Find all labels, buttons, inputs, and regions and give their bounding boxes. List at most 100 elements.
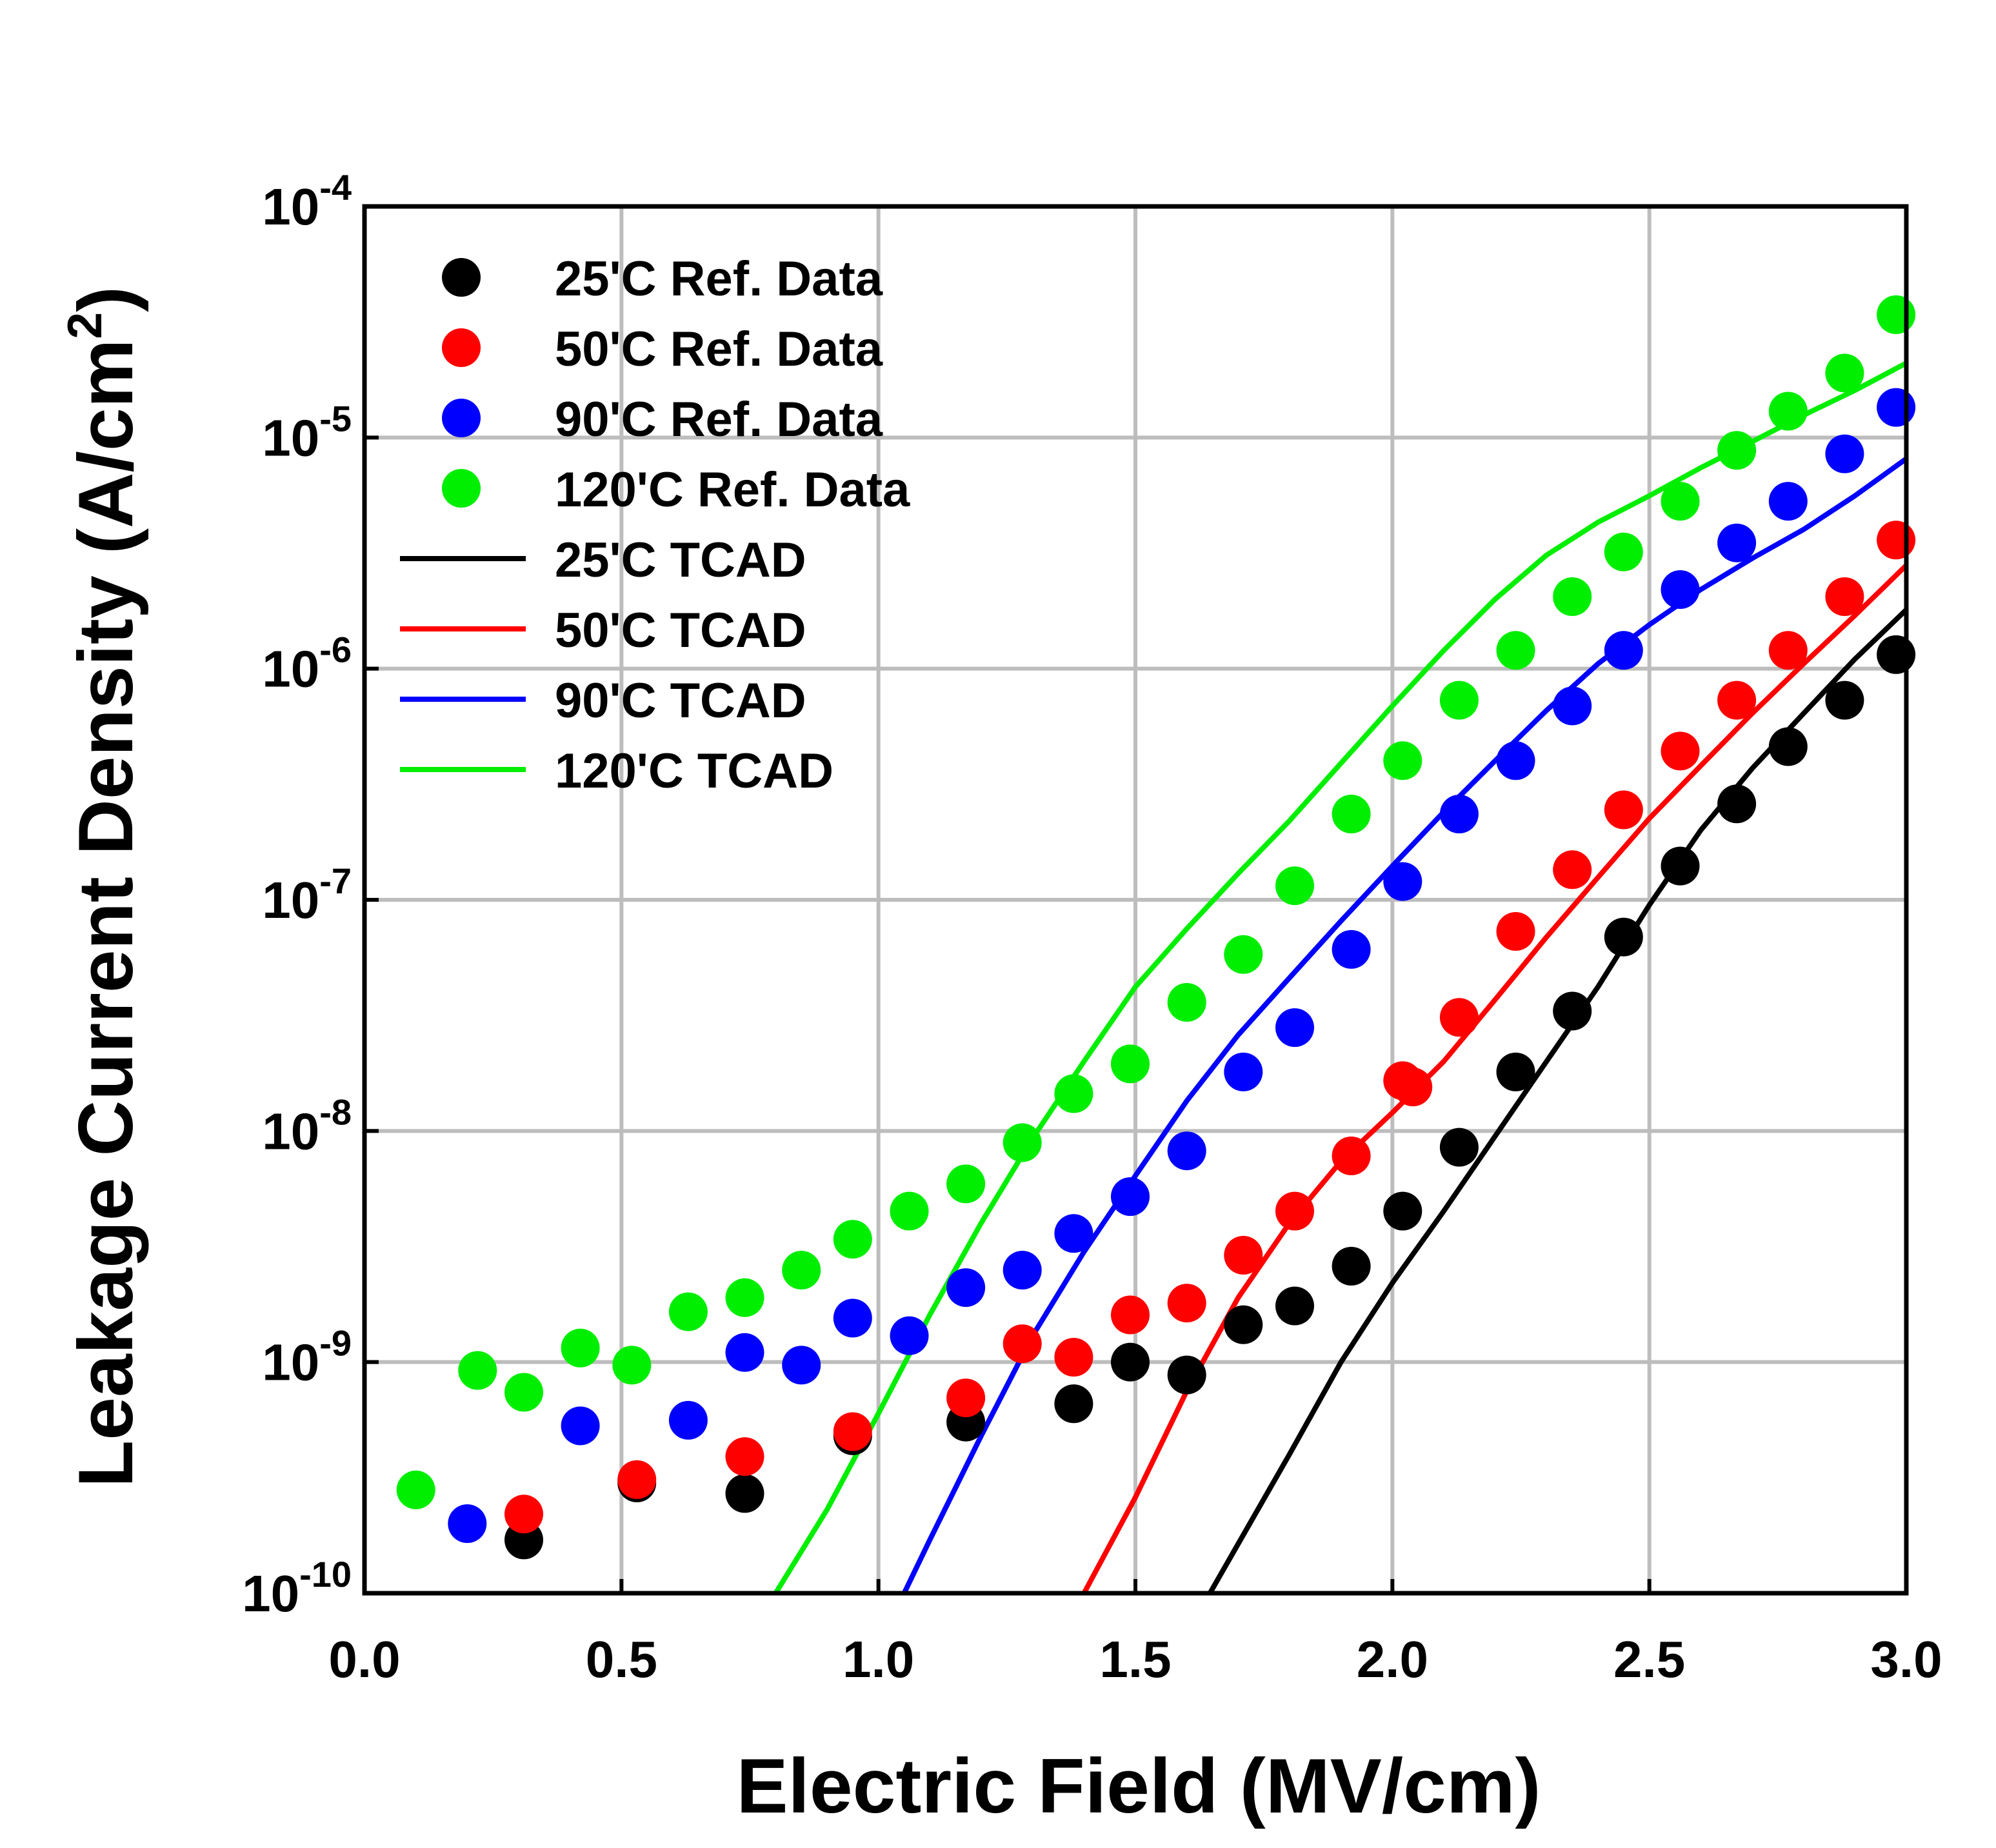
data-point	[1768, 727, 1808, 766]
data-point	[1224, 1236, 1263, 1275]
data-point	[1054, 1214, 1093, 1253]
data-point	[890, 1316, 929, 1355]
plot-series	[396, 295, 1916, 1595]
x-tick-label: 0.0	[328, 1631, 400, 1688]
legend-label: 90'C Ref. Data	[555, 392, 883, 447]
y-tick-exp: -7	[319, 860, 352, 901]
data-point	[1825, 577, 1864, 616]
data-point	[1167, 983, 1206, 1022]
data-point	[833, 1298, 872, 1338]
y-tick-label: 10-4	[262, 167, 352, 235]
y-tick-label: 10-7	[262, 860, 352, 929]
x-axis-label: Electric Field (MV/cm)	[737, 1743, 1541, 1829]
y-tick-exp: -4	[319, 167, 352, 208]
data-point	[1768, 631, 1808, 670]
data-point	[1332, 795, 1371, 833]
data-point	[1604, 532, 1643, 571]
data-point	[1877, 521, 1916, 560]
data-point	[1393, 1068, 1433, 1107]
data-point	[1661, 570, 1700, 609]
data-point	[448, 1504, 487, 1544]
y-tick-exp: -5	[319, 398, 352, 439]
y-tick-label: 10-9	[262, 1323, 352, 1391]
legend-label: 25'C Ref. Data	[555, 252, 883, 306]
data-point	[1553, 850, 1592, 889]
data-point	[725, 1278, 764, 1317]
data-point	[504, 1495, 543, 1534]
y-tick-base: 10	[262, 641, 319, 698]
data-point	[1825, 353, 1864, 393]
data-point	[1111, 1044, 1150, 1084]
data-point	[1275, 866, 1314, 906]
data-point	[1224, 1305, 1263, 1344]
x-tick-label: 2.0	[1357, 1631, 1428, 1688]
legend: 25'C Ref. Data 50'C Ref. Data 90'C Ref. Da…	[400, 252, 910, 799]
y-tick-base: 10	[262, 1334, 319, 1391]
data-point	[1661, 482, 1700, 521]
data-point	[1661, 846, 1700, 886]
data-point	[1825, 434, 1864, 473]
data-point	[725, 1333, 764, 1372]
legend-label: 120'C TCAD	[555, 744, 833, 799]
data-point	[1003, 1251, 1042, 1290]
data-point	[1717, 681, 1757, 720]
y-tick-exp: -8	[319, 1091, 352, 1132]
data-point	[833, 1220, 872, 1259]
data-point	[1167, 1355, 1206, 1395]
data-point	[1553, 686, 1592, 726]
data-point	[1003, 1123, 1042, 1162]
data-point	[1224, 1052, 1263, 1091]
data-point	[458, 1351, 497, 1390]
y-tick-exp: -10	[299, 1554, 352, 1595]
data-point	[946, 1378, 986, 1418]
y-tick-label: 10-10	[242, 1554, 352, 1622]
data-point	[1877, 388, 1916, 427]
data-point	[946, 1164, 986, 1204]
data-point	[1496, 741, 1535, 780]
data-point	[617, 1460, 657, 1499]
data-point	[782, 1251, 821, 1290]
data-point	[1332, 1247, 1371, 1286]
data-point	[1224, 935, 1263, 974]
data-point	[1496, 912, 1535, 951]
series-line	[1081, 563, 1908, 1595]
data-point	[1717, 431, 1757, 470]
data-point	[396, 1470, 435, 1509]
data-point	[1661, 731, 1700, 771]
data-point	[668, 1400, 708, 1440]
data-point	[1439, 998, 1479, 1037]
legend-label: 50'C Ref. Data	[555, 322, 883, 377]
data-point	[1111, 1342, 1150, 1382]
data-point	[668, 1292, 708, 1331]
series-line	[901, 456, 1908, 1595]
data-point	[725, 1474, 764, 1513]
legend-label: 90'C TCAD	[555, 673, 806, 728]
data-point	[782, 1346, 821, 1385]
legend-marker	[442, 399, 481, 437]
data-point	[1167, 1131, 1206, 1171]
data-point	[504, 1373, 543, 1412]
data-point	[725, 1437, 764, 1476]
y-axis-label-main: Leakage Current Density (A/cm	[63, 339, 149, 1488]
legend-label: 50'C TCAD	[555, 603, 806, 658]
data-point	[1332, 929, 1371, 969]
data-point	[561, 1328, 600, 1367]
y-tick-label: 10-6	[262, 630, 352, 698]
data-point	[1768, 392, 1808, 431]
legend-label: 120'C Ref. Data	[555, 462, 910, 517]
data-point	[833, 1412, 872, 1451]
data-point	[946, 1268, 986, 1307]
data-point	[1604, 790, 1643, 830]
y-tick-base: 10	[262, 409, 319, 466]
data-point	[612, 1346, 652, 1385]
x-tick-label: 0.5	[586, 1631, 657, 1688]
data-point	[1439, 795, 1479, 833]
data-point	[1054, 1074, 1093, 1113]
data-point	[1003, 1324, 1042, 1364]
data-point	[1825, 681, 1864, 720]
data-point	[1439, 681, 1479, 720]
y-tick-exp: -9	[319, 1323, 352, 1364]
data-point	[1496, 1052, 1535, 1091]
data-point	[1275, 1008, 1314, 1048]
